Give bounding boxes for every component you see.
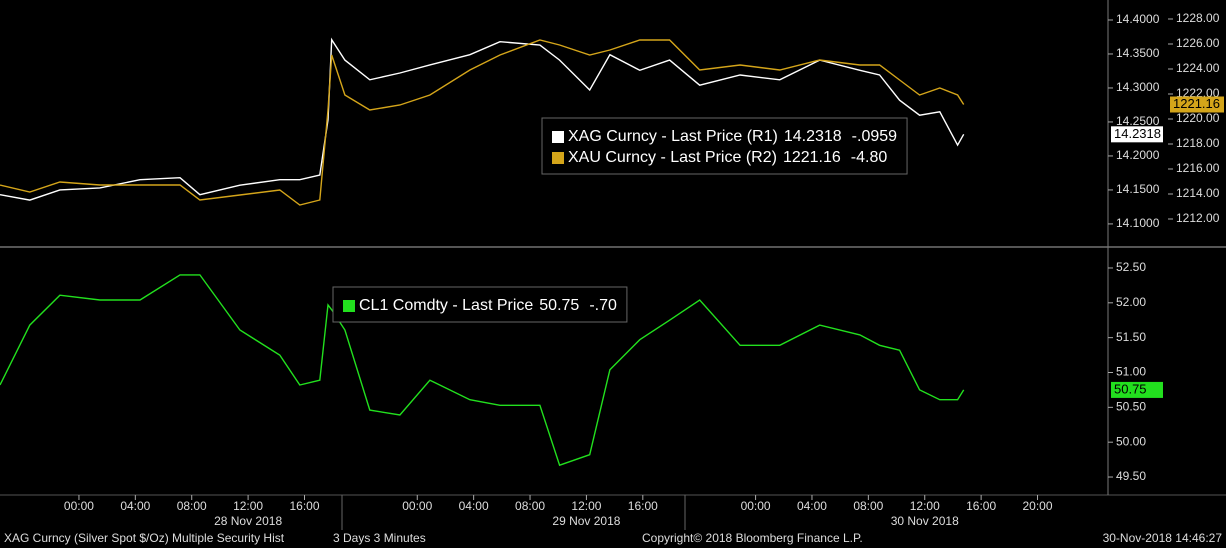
- last-price-label: 1221.16: [1173, 96, 1220, 111]
- last-price-tag: [1111, 381, 1163, 398]
- y-tick-label: 51.00: [1116, 365, 1146, 379]
- price-line: [0, 274, 965, 467]
- price-line: [0, 37, 965, 201]
- legend-swatch: [343, 300, 355, 312]
- legend-swatch: [552, 131, 564, 143]
- legend-change: -.0959: [852, 128, 897, 145]
- y2-tick-label: 1216.00: [1176, 161, 1220, 175]
- x-tick-label: 00:00: [741, 499, 771, 513]
- y2-tick-label: 1224.00: [1176, 61, 1220, 75]
- y-tick-label: 52.00: [1116, 295, 1146, 309]
- y-tick-label: 50.00: [1116, 434, 1146, 448]
- y-tick-label: 14.3500: [1116, 46, 1160, 60]
- y-tick-label: 50.50: [1116, 400, 1146, 414]
- x-tick-label: 00:00: [64, 499, 94, 513]
- last-price-tag: [1111, 126, 1163, 143]
- x-tick-label: 08:00: [853, 499, 883, 513]
- y-tick-label: 14.2000: [1116, 148, 1160, 162]
- y-tick-label: 14.2500: [1116, 114, 1160, 128]
- x-tick-label: 00:00: [402, 499, 432, 513]
- legend-value: 14.2318: [784, 128, 842, 145]
- footer-bar: [0, 530, 1226, 548]
- legend-value: 50.75: [539, 297, 579, 314]
- legend-box: [332, 286, 628, 323]
- price-line: [0, 39, 965, 206]
- footer-copyright: Copyright© 2018 Bloomberg Finance L.P.: [642, 531, 863, 545]
- y-tick-label: 14.1500: [1116, 182, 1160, 196]
- y-tick-label: 14.3000: [1116, 80, 1160, 94]
- date-label: 30 Nov 2018: [891, 514, 959, 528]
- x-tick-label: 08:00: [515, 499, 545, 513]
- x-tick-label: 08:00: [177, 499, 207, 513]
- y2-tick-label: 1218.00: [1176, 136, 1220, 150]
- footer-timestamp: 30-Nov-2018 14:46:27: [1103, 531, 1223, 545]
- y2-tick-label: 1212.00: [1176, 211, 1220, 225]
- x-tick-label: 16:00: [966, 499, 996, 513]
- y-tick-label: 51.50: [1116, 330, 1146, 344]
- x-tick-label: 04:00: [459, 499, 489, 513]
- last-price-tag: [1170, 96, 1224, 113]
- y2-tick-label: 1226.00: [1176, 36, 1220, 50]
- last-price-label: 14.2318: [1114, 126, 1161, 141]
- y2-tick-label: 1220.00: [1176, 111, 1220, 125]
- legend-name: XAG Curncy - Last Price (R1): [568, 128, 778, 145]
- last-price-label: 50.75: [1114, 381, 1147, 396]
- y-tick-label: 14.4000: [1116, 12, 1160, 26]
- y2-tick-label: 1214.00: [1176, 186, 1220, 200]
- date-label: 29 Nov 2018: [552, 514, 620, 528]
- legend-value: 1221.16: [783, 149, 841, 166]
- legend: XAG Curncy - Last Price (R1) 14.2318 -.095…: [541, 117, 908, 175]
- x-tick-label: 04:00: [797, 499, 827, 513]
- legend-name: XAU Curncy - Last Price (R2): [568, 149, 777, 166]
- y2-tick-label: 1228.00: [1176, 11, 1220, 25]
- legend: CL1 Comdty - Last Price 50.75 -.70: [332, 286, 628, 323]
- legend-swatch: [552, 152, 564, 164]
- legend-name: CL1 Comdty - Last Price: [359, 297, 533, 314]
- x-tick-label: 20:00: [1023, 499, 1053, 513]
- x-tick-label: 12:00: [571, 499, 601, 513]
- y-tick-label: 14.1000: [1116, 216, 1160, 230]
- footer-security: XAG Curncy (Silver Spot $/Oz) Multiple S…: [4, 531, 285, 545]
- x-tick-label: 12:00: [910, 499, 940, 513]
- legend-box: [541, 117, 908, 175]
- x-tick-label: 16:00: [628, 499, 658, 513]
- y-tick-label: 52.50: [1116, 260, 1146, 274]
- y-tick-label: 49.50: [1116, 469, 1146, 483]
- x-tick-label: 04:00: [120, 499, 150, 513]
- footer-period: 3 Days 3 Minutes: [333, 531, 426, 545]
- date-label: 28 Nov 2018: [214, 514, 282, 528]
- legend-change: -4.80: [851, 149, 888, 166]
- x-tick-label: 16:00: [289, 499, 319, 513]
- legend-change: -.70: [589, 297, 617, 314]
- x-tick-label: 12:00: [233, 499, 263, 513]
